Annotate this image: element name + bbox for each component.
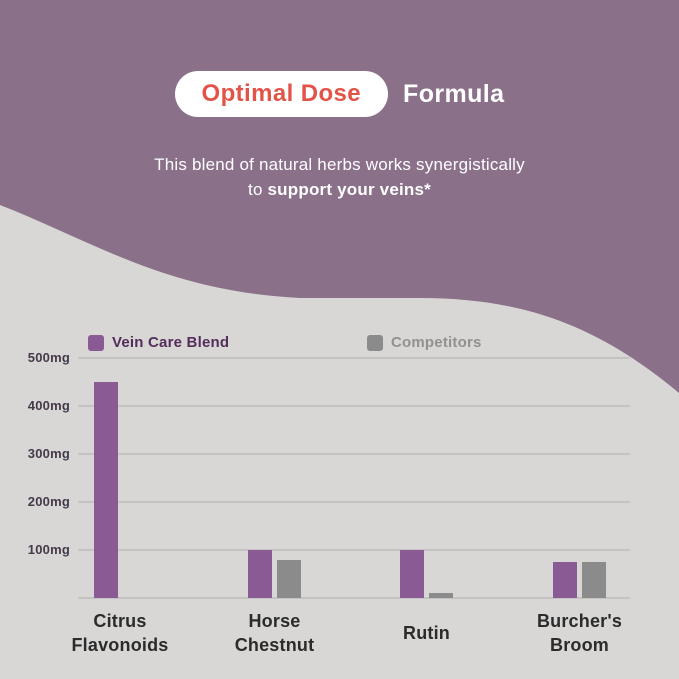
title-formula-text: Formula (403, 79, 505, 108)
y-axis-label: 100mg (27, 542, 70, 557)
x-axis-category-label: Burcher's Broom (536, 611, 623, 655)
competitors-swatch-icon (367, 334, 383, 351)
bar-vein-care-blend-burcher-s-broom (553, 562, 577, 598)
y-axis-label: 200mg (27, 494, 70, 509)
gridline (78, 549, 630, 551)
gridline (78, 405, 630, 407)
subtitle-line2-bold: support your veins* (267, 180, 431, 199)
x-axis-baseline (78, 597, 630, 599)
bar-competitors-rutin (429, 593, 453, 598)
subtitle-line1: This blend of natural herbs works synerg… (154, 155, 525, 174)
gridline (78, 453, 630, 455)
gray-panel (0, 205, 679, 679)
bar-competitors-burcher-s-broom (582, 562, 606, 598)
bar-vein-care-blend-citrus-flavonoids (93, 382, 118, 598)
y-axis-label: 500mg (27, 350, 70, 365)
x-axis-category-label: Horse Chestnut (234, 611, 315, 655)
x-axis-category-label: Citrus Flavonoids (71, 611, 169, 655)
gridline (78, 357, 630, 359)
optimal-dose-badge: Optimal Dose (174, 71, 389, 117)
bar-vein-care-blend-horse-chestnut (248, 550, 272, 598)
subtitle-line2-prefix: to (248, 180, 263, 199)
bar-vein-care-blend-rutin (400, 550, 424, 598)
legend-label-vein-care-blend: Vein Care Blend (112, 334, 230, 351)
y-axis-label: 300mg (27, 446, 70, 461)
legend-label-competitors: Competitors (391, 334, 482, 351)
page-title: Optimal Dose Formula (0, 71, 679, 117)
gridline (78, 501, 630, 503)
badge-label: Optimal Dose (201, 80, 362, 107)
legend-item-vein-care-blend: Vein Care Blend (88, 334, 229, 351)
bar-competitors-horse-chestnut (277, 559, 301, 598)
y-axis-label: 400mg (27, 398, 70, 413)
legend-item-competitors: Competitors (367, 334, 482, 351)
x-axis-category-label: Rutin (403, 623, 450, 643)
subtitle: This blend of natural herbs works synerg… (0, 152, 679, 202)
vein-care-blend-swatch-icon (88, 334, 104, 351)
